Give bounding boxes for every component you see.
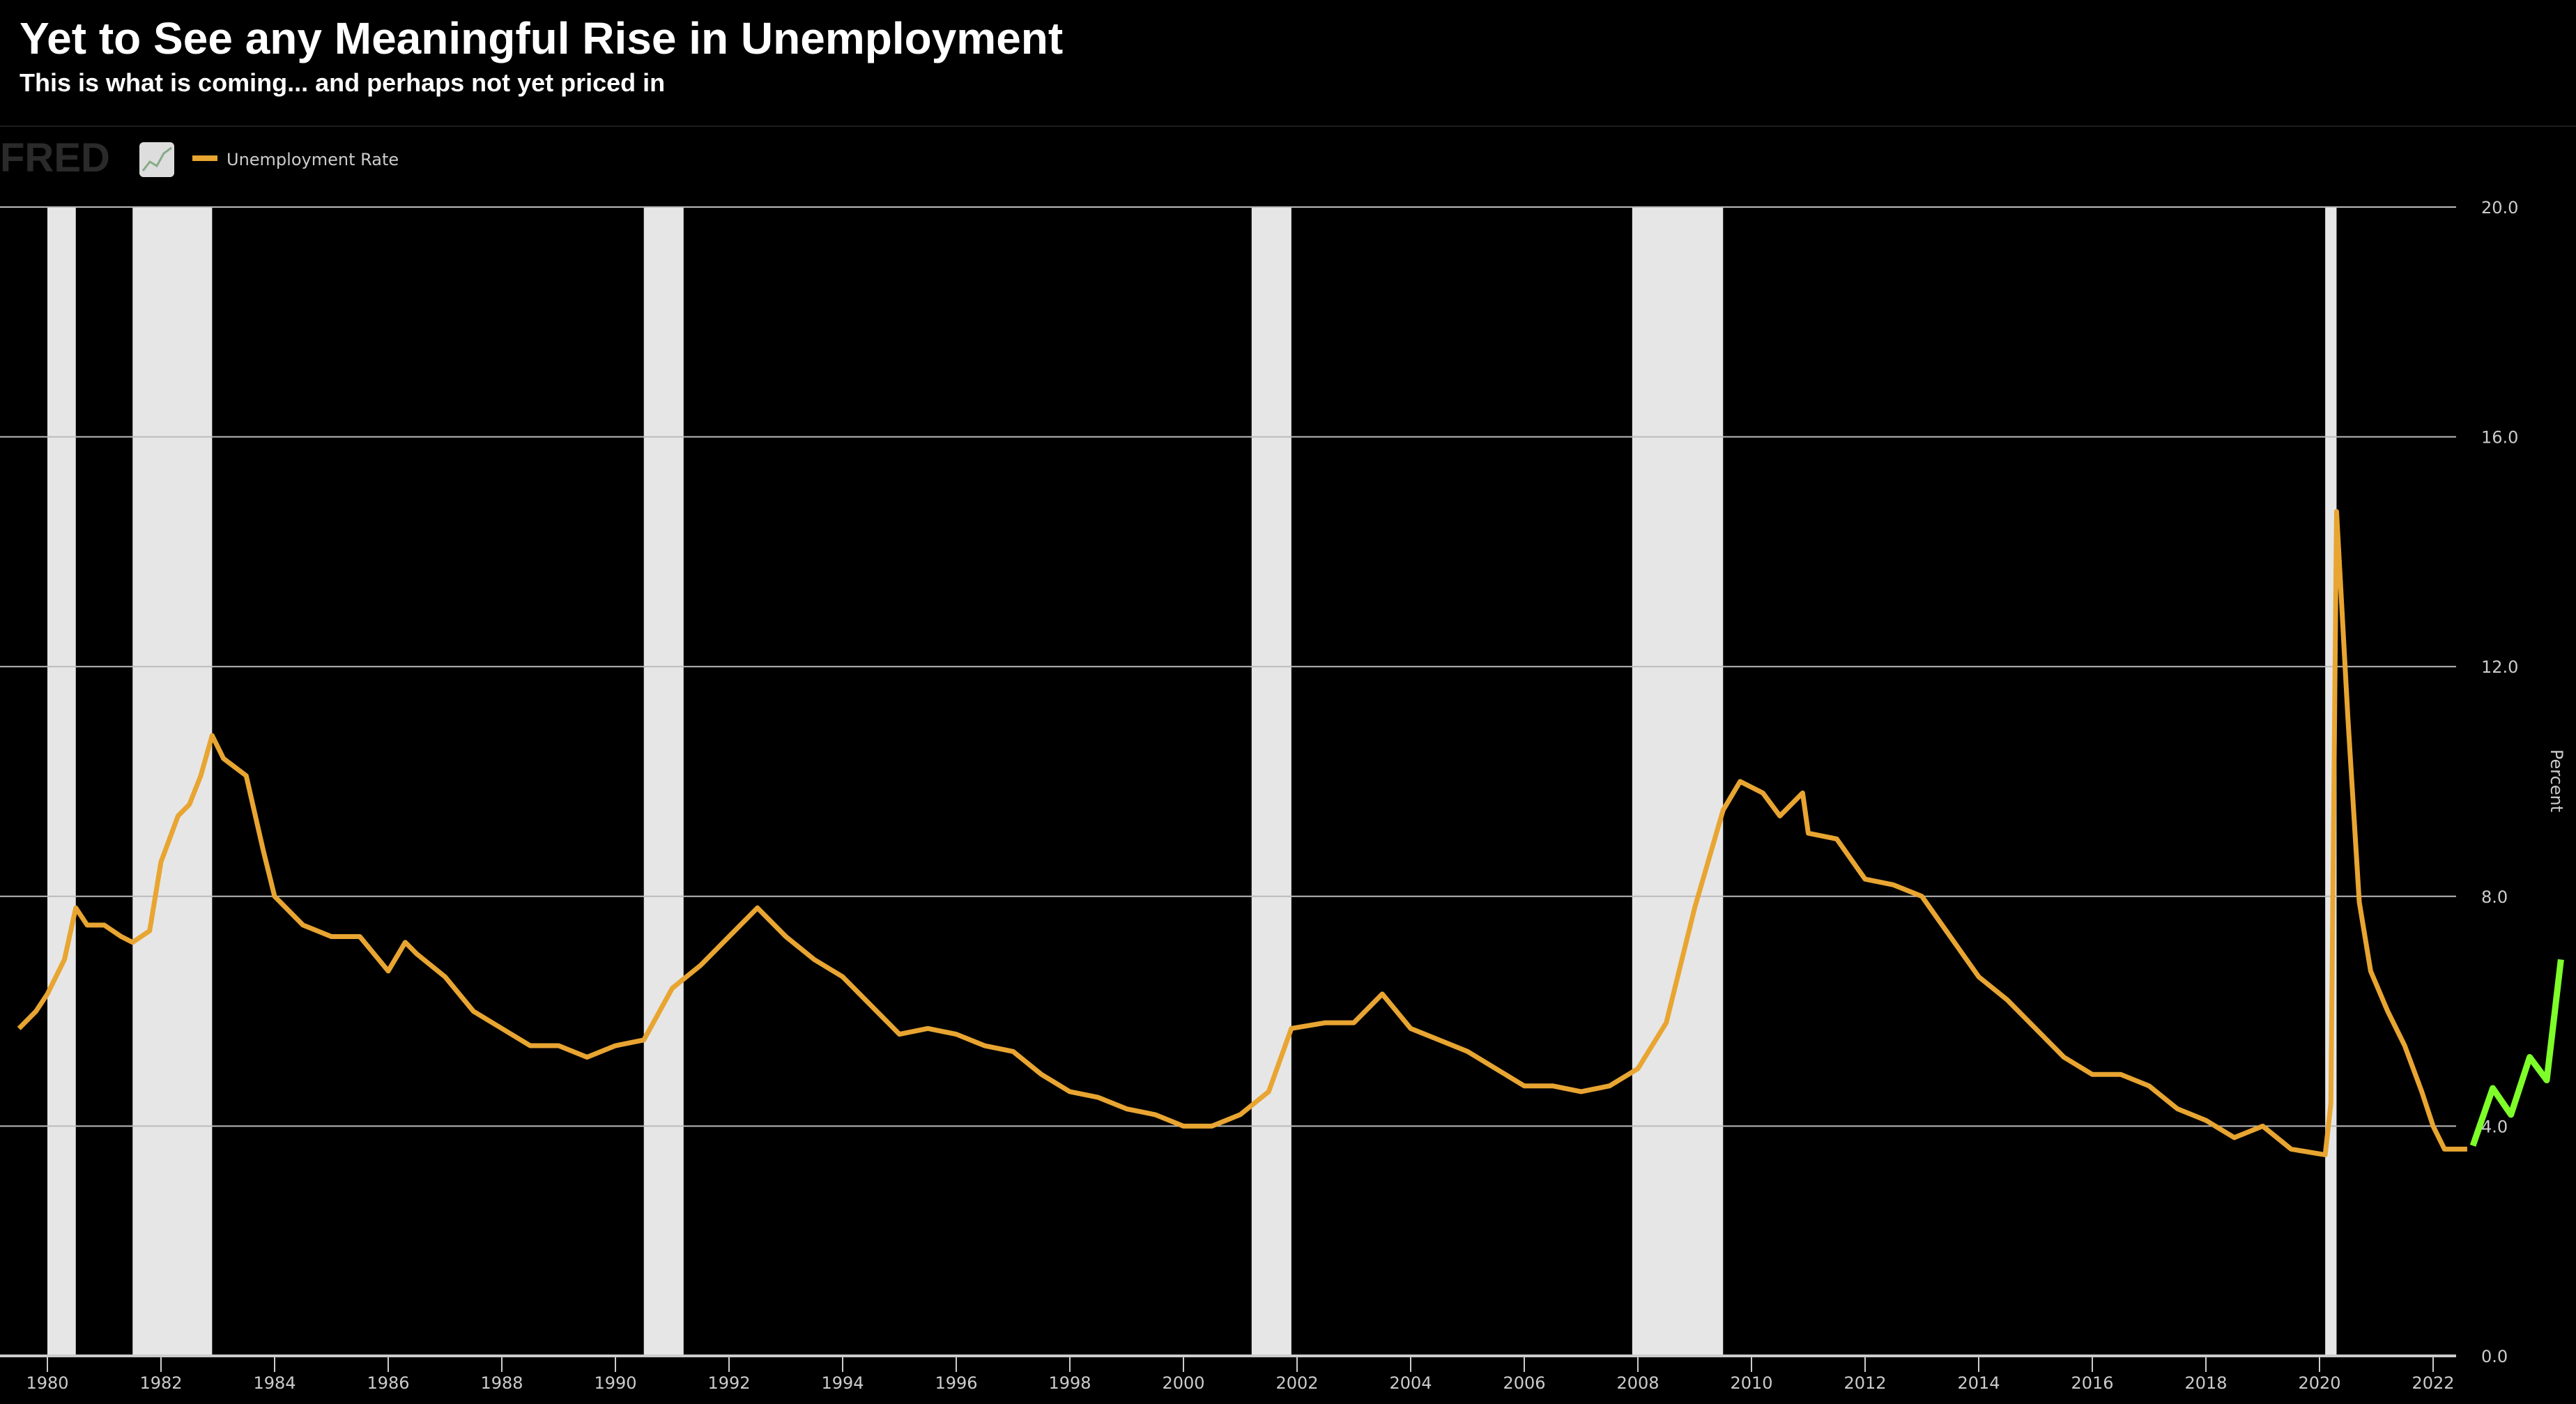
y-tick-label: 0.0 xyxy=(2481,1347,2508,1366)
y-tick-label: 8.0 xyxy=(2481,887,2508,907)
x-tick-label: 2010 xyxy=(1730,1373,1772,1393)
fred-graph-icon xyxy=(139,142,174,177)
x-tick-label: 2006 xyxy=(1503,1373,1545,1393)
chart-subtitle: This is what is coming... and perhaps no… xyxy=(20,68,666,97)
x-tick-label: 1984 xyxy=(253,1373,296,1393)
x-tick-label: 1988 xyxy=(480,1373,523,1393)
x-tick-label: 2022 xyxy=(2412,1373,2454,1393)
x-tick-label: 1994 xyxy=(821,1373,864,1393)
x-tick-label: 2014 xyxy=(1957,1373,2000,1393)
x-tick-label: 2008 xyxy=(1616,1373,1659,1393)
y-tick-label: 20.0 xyxy=(2481,198,2518,218)
projection-line xyxy=(2469,959,2564,1147)
x-tick-label: 2004 xyxy=(1389,1373,1432,1393)
x-tick-label: 2018 xyxy=(2184,1373,2227,1393)
x-tick-label: 1982 xyxy=(139,1373,182,1393)
x-tick-label: 2020 xyxy=(2298,1373,2340,1393)
x-tick-label: 1996 xyxy=(935,1373,977,1393)
x-tick-label: 2002 xyxy=(1275,1373,1318,1393)
fred-graph-icon-line xyxy=(141,146,172,171)
legend: FRED Unemployment Rate xyxy=(0,135,399,181)
x-tick-label: 1980 xyxy=(26,1373,68,1393)
x-tick-label: 1990 xyxy=(594,1373,636,1393)
chart-title: Yet to See any Meaningful Rise in Unempl… xyxy=(20,13,1064,63)
x-tick-label: 1986 xyxy=(367,1373,409,1393)
y-tick-label: 4.0 xyxy=(2481,1117,2508,1136)
x-tick-label: 2000 xyxy=(1162,1373,1204,1393)
unemployment-rate-line xyxy=(17,509,2467,1158)
fred-logo: FRED xyxy=(0,135,110,181)
x-tick-label: 2012 xyxy=(1843,1373,1886,1393)
x-tick-label: 2016 xyxy=(2071,1373,2113,1393)
x-tick-label: 1998 xyxy=(1048,1373,1091,1393)
recession-band xyxy=(2325,207,2337,1356)
recession-band xyxy=(1251,207,1291,1356)
y-tick-label: 16.0 xyxy=(2481,428,2518,448)
recession-band xyxy=(1632,207,1724,1356)
legend-label: Unemployment Rate xyxy=(227,150,399,169)
x-tick-label: 1992 xyxy=(707,1373,750,1393)
recession-band xyxy=(47,207,76,1356)
y-axis-label: Percent xyxy=(2547,749,2566,812)
legend-swatch xyxy=(192,155,217,161)
recession-band xyxy=(643,207,684,1356)
y-tick-label: 12.0 xyxy=(2481,657,2518,677)
header-divider xyxy=(0,125,2576,127)
